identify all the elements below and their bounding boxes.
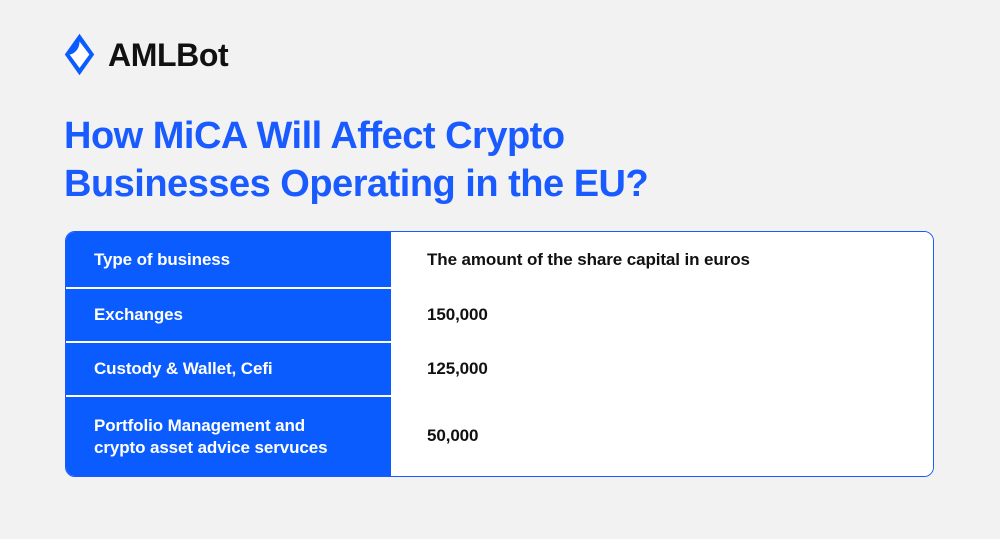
table-header-label-business: Type of business [94, 249, 231, 269]
table-cell-business-label: Custody & Wallet, Cefi [94, 359, 273, 378]
diamond-logo-icon [64, 33, 95, 76]
brand-wordmark: AMLBot [108, 36, 229, 73]
share-capital-table: Type of business The amount of the share… [65, 231, 934, 477]
table-cell-business-label: Portfolio Management and crypto asset ad… [94, 415, 328, 457]
table-header-row: Type of business The amount of the share… [66, 232, 933, 288]
table-row: Custody & Wallet, Cefi 125,000 [66, 341, 933, 396]
table-row: Portfolio Management and crypto asset ad… [66, 395, 933, 476]
table-cell-business: Portfolio Management and crypto asset ad… [66, 396, 391, 476]
table-header-cell-business: Type of business [66, 232, 391, 288]
table-cell-amount-value: 125,000 [427, 359, 488, 378]
table-cell-business: Exchanges [66, 288, 391, 342]
table-cell-business-label: Exchanges [94, 305, 183, 324]
page-title-line-1: How MiCA Will Affect Crypto [64, 115, 565, 157]
table-header-cell-amount: The amount of the share capital in euros [391, 232, 933, 288]
page-title-line-2: Businesses Operating in the EU? [64, 163, 649, 205]
table-cell-amount-value: 50,000 [427, 426, 479, 445]
brand-logo: AMLBot [64, 33, 229, 76]
page-title: How MiCA Will Affect Crypto Businesses O… [64, 112, 784, 208]
table-cell-amount: 50,000 [391, 396, 933, 476]
table-cell-business: Custody & Wallet, Cefi [66, 342, 391, 396]
table-cell-amount: 150,000 [391, 288, 933, 342]
table-cell-amount-value: 150,000 [427, 305, 488, 324]
table-row: Exchanges 150,000 [66, 287, 933, 342]
table-header-label-amount: The amount of the share capital in euros [427, 250, 750, 269]
table-cell-amount: 125,000 [391, 342, 933, 396]
